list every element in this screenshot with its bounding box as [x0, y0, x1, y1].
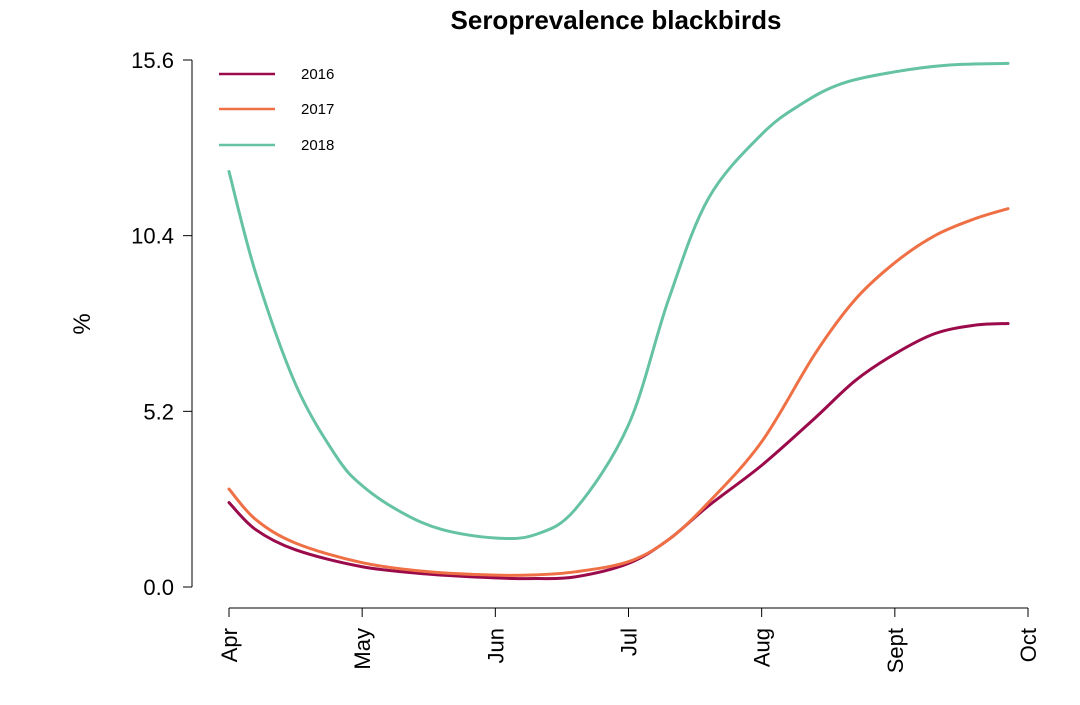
series-line-2016: [227, 322, 1010, 581]
y-tick-label: 5.2: [143, 399, 174, 424]
x-tick-label: May: [350, 628, 375, 670]
y-axis-label: %: [69, 313, 96, 334]
y-tick-label: 15.6: [131, 48, 174, 73]
x-tick-label: Jul: [617, 628, 642, 656]
y-tick-label: 0.0: [143, 575, 174, 600]
x-tick-label: Sept: [883, 628, 908, 673]
x-tick-label: Aug: [750, 628, 775, 667]
x-axis: Apr May Jun Jul Aug Sept Oct: [217, 607, 1041, 673]
series-line-2018: [227, 61, 1010, 541]
chart-title: Seroprevalence blackbirds: [451, 5, 782, 35]
y-axis: 0.0 5.2 10.4 15.6: [131, 48, 193, 600]
y-tick-label: 10.4: [131, 224, 174, 249]
series-line-2017: [227, 207, 1010, 577]
x-tick-label: Apr: [217, 628, 242, 662]
series-layer: [227, 61, 1010, 581]
legend-label: 2016: [301, 66, 334, 83]
legend: 2016 2017 2018: [219, 66, 334, 154]
x-tick-label: Jun: [483, 628, 508, 663]
x-tick-label: Oct: [1016, 628, 1041, 662]
legend-label: 2017: [301, 101, 334, 118]
legend-label: 2018: [301, 137, 334, 154]
